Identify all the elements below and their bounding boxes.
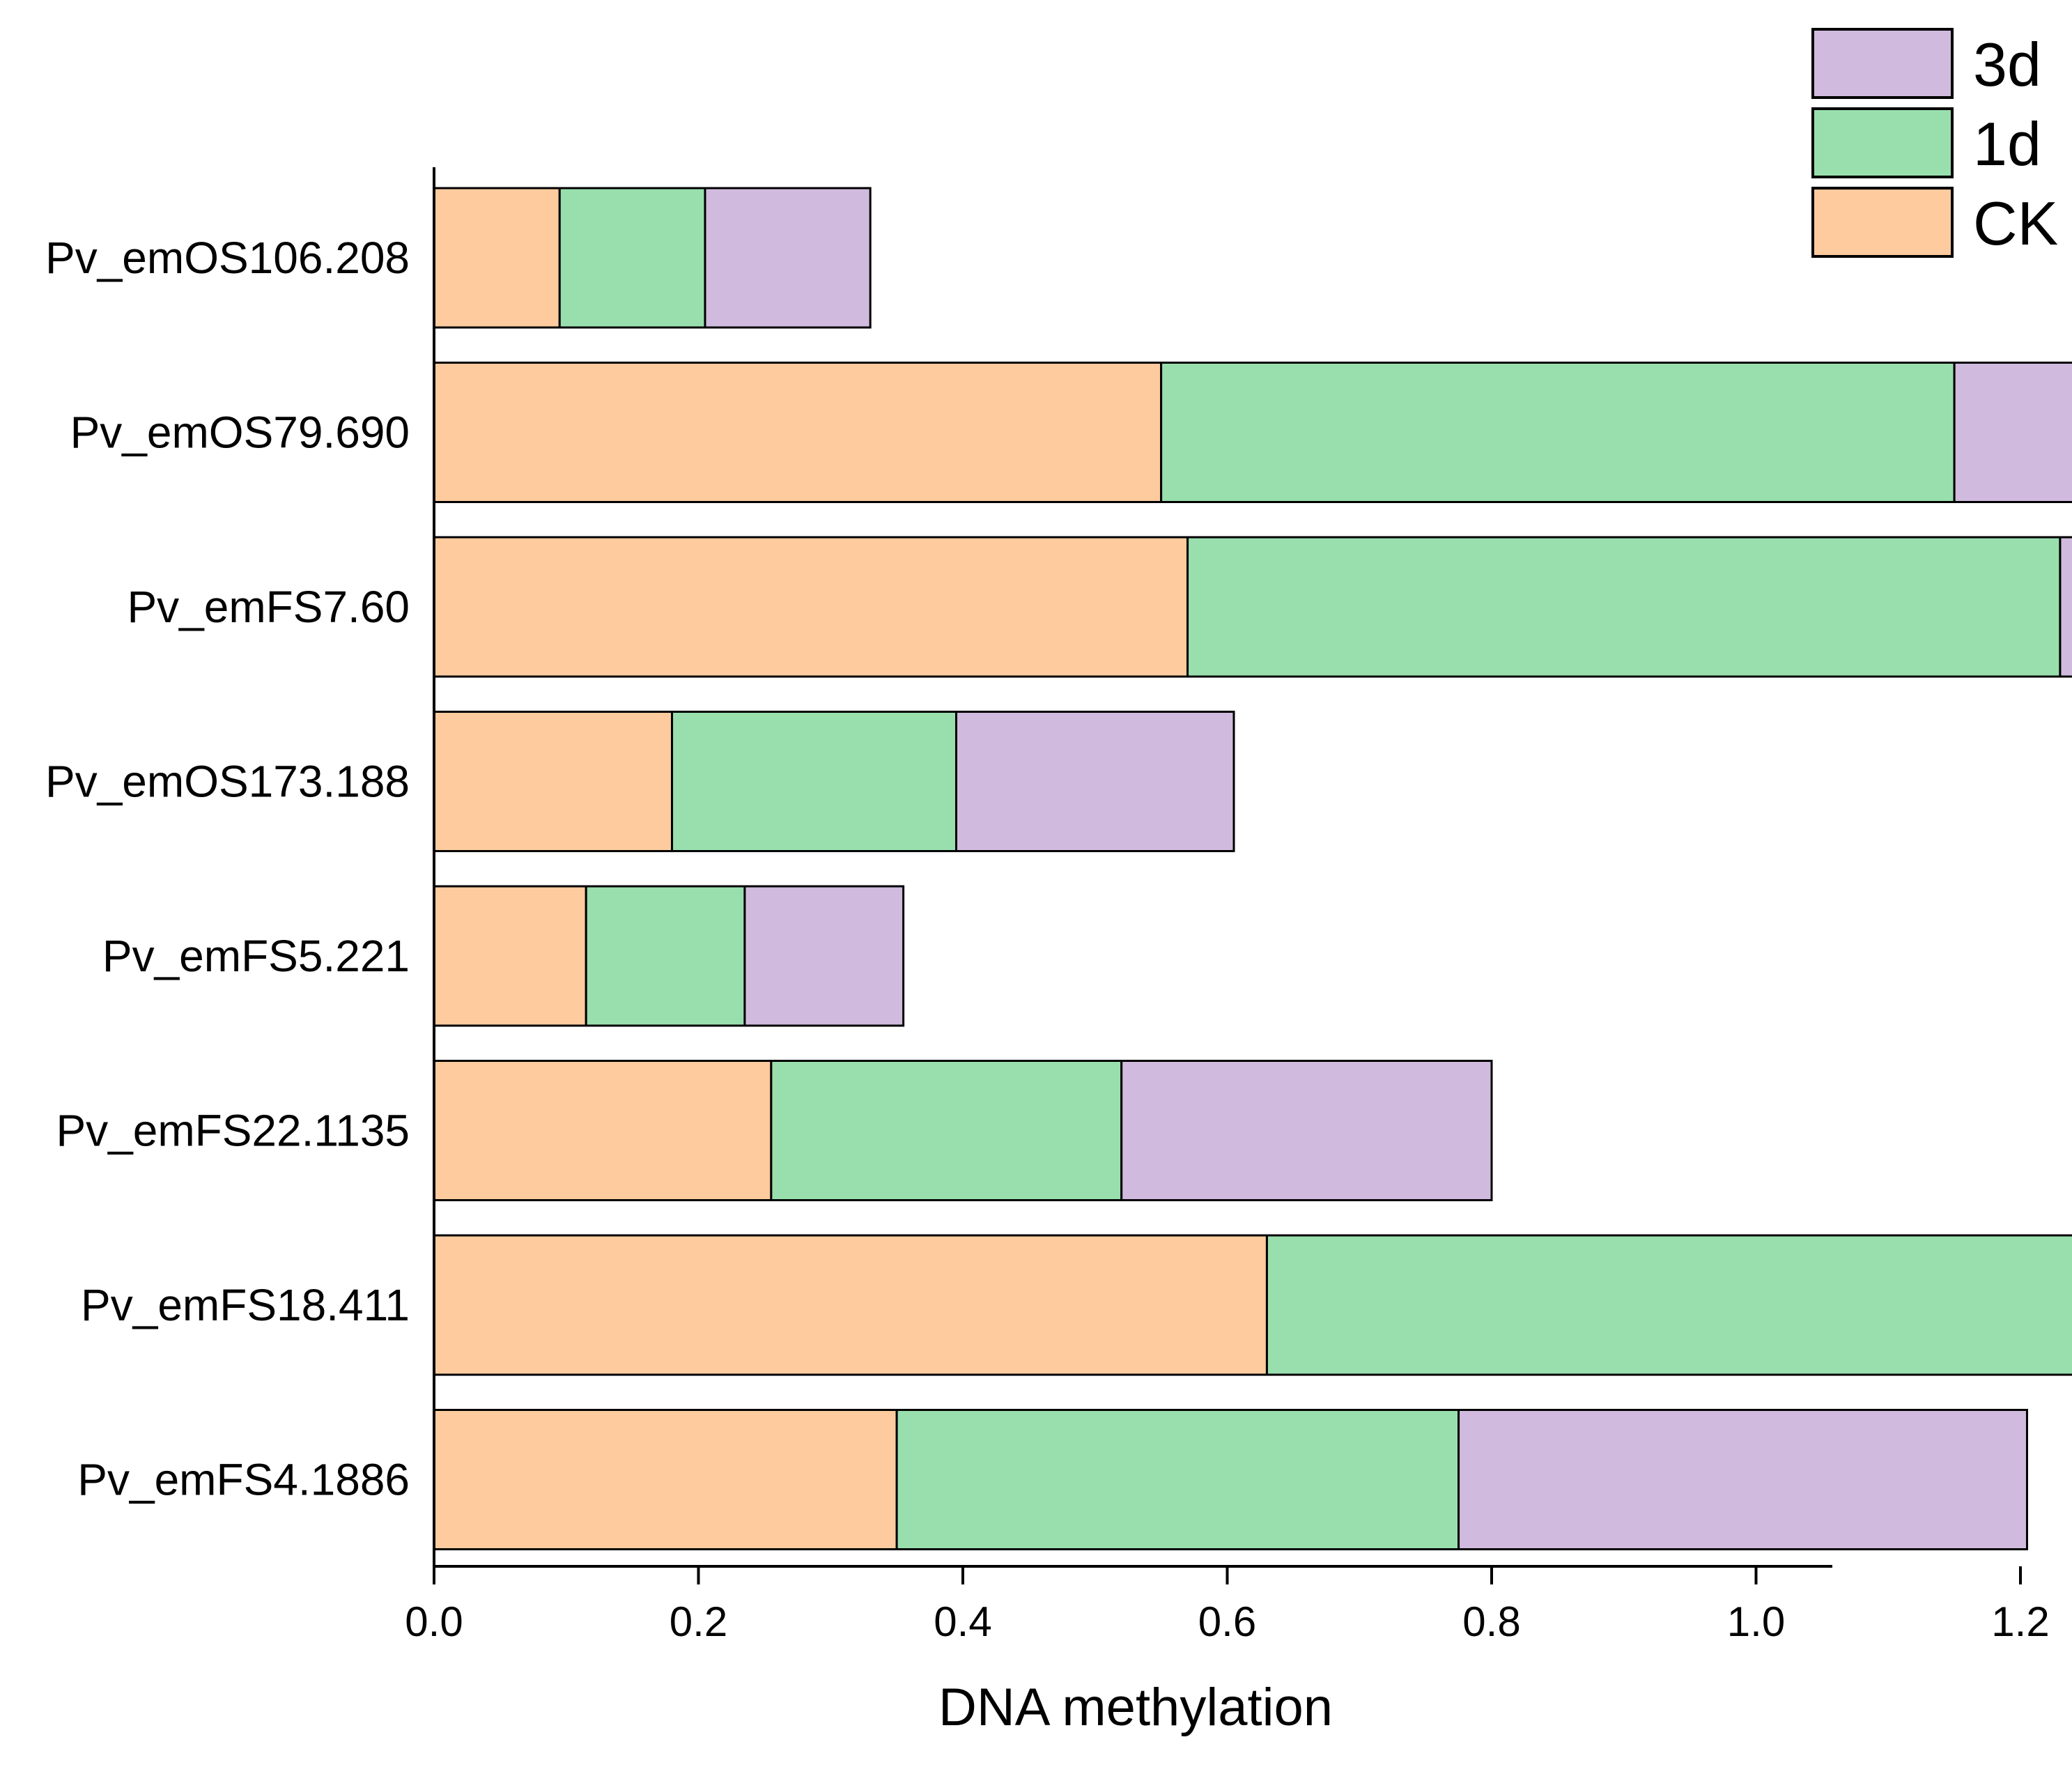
- category-label: Pv_emFS7.60: [127, 582, 410, 632]
- bar-CK-Pv_emFS18.411: [433, 1234, 1268, 1376]
- axes-layer: Pv_emOS106.208 Pv_emOS79.690 Pv_emFS7.60 Pv…: [45, 167, 2050, 1645]
- bar-1d-Pv_emOS106.208: [558, 187, 706, 329]
- x-tick-label: 0.2: [670, 1598, 727, 1645]
- bar-3d-Pv_emOS173.188: [955, 711, 1235, 852]
- bar-3d-Pv_emFS4.1886: [1458, 1409, 2028, 1550]
- bar-1d-Pv_emFS7.60: [1186, 536, 2062, 678]
- bar-CK-Pv_emOS173.188: [433, 711, 674, 852]
- bar-1d-Pv_emOS173.188: [671, 711, 958, 852]
- bar-1d-Pv_emOS79.690: [1160, 362, 1956, 503]
- bar-CK-Pv_emFS22.1135: [433, 1060, 773, 1201]
- category-label: Pv_emFS5.221: [102, 931, 410, 981]
- bars-layer: [433, 187, 2072, 1550]
- x-tick-label: 1.0: [1727, 1598, 1785, 1645]
- bar-CK-Pv_emFS5.221: [433, 885, 587, 1027]
- legend: 3d 1d CK: [1811, 28, 2058, 258]
- x-tick-label: 1.2: [1991, 1598, 2049, 1645]
- bar-3d-Pv_emOS106.208: [704, 187, 872, 329]
- x-tick-label: 0.4: [934, 1598, 991, 1645]
- legend-label-1d: 1d: [1973, 109, 2041, 178]
- bar-CK-Pv_emOS106.208: [433, 187, 561, 329]
- bar-1d-Pv_emFS18.411: [1265, 1234, 2072, 1376]
- bar-CK-Pv_emOS79.690: [433, 362, 1163, 503]
- category-label: Pv_emFS18.411: [81, 1280, 410, 1330]
- legend-label-CK: CK: [1973, 189, 2058, 258]
- x-tick-label: 0.8: [1462, 1598, 1520, 1645]
- legend-swatch-1d: [1811, 107, 1954, 178]
- bar-1d-Pv_emFS5.221: [585, 885, 746, 1027]
- legend-swatch-CK: [1811, 187, 1954, 258]
- category-label: Pv_emOS79.690: [70, 408, 410, 458]
- bar-3d-Pv_emFS22.1135: [1120, 1060, 1493, 1201]
- bar-3d-Pv_emFS7.60: [2059, 536, 2072, 678]
- bar-3d-Pv_emOS79.690: [1953, 362, 2072, 503]
- category-label: Pv_emFS4.1886: [77, 1455, 410, 1505]
- bar-CK-Pv_emFS4.1886: [433, 1409, 898, 1550]
- legend-swatch-3d: [1811, 28, 1954, 99]
- category-label: Pv_emOS173.188: [45, 757, 410, 807]
- x-axis-title: DNA methylation: [938, 1678, 1333, 1737]
- category-label: Pv_emFS22.1135: [56, 1106, 410, 1156]
- bar-3d-Pv_emFS5.221: [743, 885, 905, 1027]
- bar-1d-Pv_emFS4.1886: [895, 1409, 1460, 1550]
- legend-label-3d: 3d: [1973, 30, 2041, 99]
- x-tick-label: 0.6: [1198, 1598, 1256, 1645]
- category-label: Pv_emOS106.208: [45, 233, 410, 283]
- bar-1d-Pv_emFS22.1135: [770, 1060, 1123, 1201]
- x-tick-label: 0.0: [405, 1598, 463, 1645]
- bar-CK-Pv_emFS7.60: [433, 536, 1189, 678]
